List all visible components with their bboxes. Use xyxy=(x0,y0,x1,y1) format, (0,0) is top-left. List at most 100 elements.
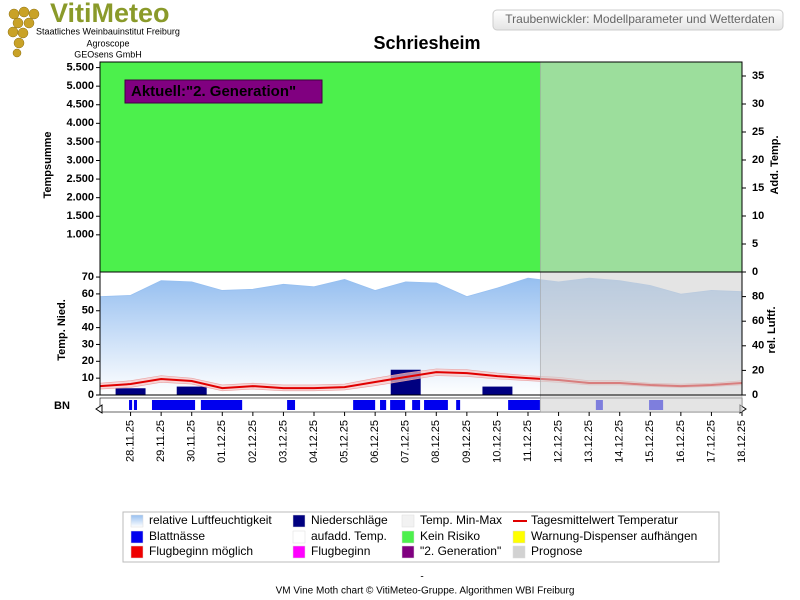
y-tick-label: 30 xyxy=(82,338,94,350)
model-title: Traubenwickler: Modellparameter und Wett… xyxy=(505,12,774,26)
x-tick-label: 11.12.25 xyxy=(522,420,534,462)
leaf-wetness xyxy=(200,400,243,410)
x-tick-label: 16.12.25 xyxy=(675,420,687,463)
leaf-wetness xyxy=(508,400,540,410)
leaf-wetness xyxy=(412,400,421,410)
precip-bar xyxy=(115,388,146,395)
legend-swatch xyxy=(292,514,306,528)
leaf-wetness xyxy=(380,400,387,410)
logo-grapes xyxy=(7,6,40,58)
legend-label: aufadd. Temp. xyxy=(311,529,387,543)
x-tick-label: 02.12.25 xyxy=(247,420,259,463)
org: Agroscope xyxy=(86,38,129,48)
leaf-wetness xyxy=(390,400,406,410)
x-tick-label: 17.12.25 xyxy=(705,420,717,463)
y-tick-label: 5.500 xyxy=(66,61,94,73)
leaf-wetness xyxy=(424,400,448,410)
x-tick-label: 01.12.25 xyxy=(216,420,228,463)
leaf-wetness xyxy=(133,400,137,410)
legend-swatch xyxy=(512,530,526,544)
y-tick-label: 1.000 xyxy=(66,229,94,241)
legend-swatch xyxy=(512,545,526,559)
y-tick-label: 3.000 xyxy=(66,154,94,166)
y2-tick-label: 10 xyxy=(752,210,764,222)
footer: - xyxy=(420,572,423,583)
y2-tick-label: 40 xyxy=(752,340,764,352)
legend-swatch xyxy=(401,514,415,528)
y-tick-label: 20 xyxy=(82,355,94,367)
frame xyxy=(99,271,743,396)
x-tick-label: 04.12.25 xyxy=(308,420,320,463)
x-tick-label: 08.12.25 xyxy=(430,420,442,463)
legend-swatch xyxy=(401,530,415,544)
x-tick-label: 15.12.25 xyxy=(644,420,656,463)
y2-tick-label: 0 xyxy=(752,389,758,401)
y2-tick-label: 30 xyxy=(752,98,764,110)
x-tick-label: 12.12.25 xyxy=(552,420,564,463)
y2-tick-label: 20 xyxy=(752,154,764,166)
x-tick-label: 29.11.25 xyxy=(155,420,167,462)
y-tick-label: 4.000 xyxy=(66,117,94,129)
x-tick-label: 09.12.25 xyxy=(461,420,473,463)
y2-tick-label: 5 xyxy=(752,238,758,250)
y-tick-label: 60 xyxy=(82,288,94,300)
legend-box xyxy=(122,511,720,563)
x-tick-label: 05.12.25 xyxy=(338,420,350,463)
annotation-box xyxy=(124,79,323,104)
y-tick-label: 40 xyxy=(82,322,94,334)
bn-label: BN xyxy=(54,400,70,412)
x-tick-label: 07.12.25 xyxy=(400,420,412,463)
chart-title: Schriesheim xyxy=(373,33,480,53)
x-tick-label: 13.12.25 xyxy=(583,420,595,463)
y-tick-label: 70 xyxy=(82,271,94,283)
y-tick-label: 3.500 xyxy=(66,136,94,148)
y-axis-title: Temp. Nied. xyxy=(56,299,68,361)
legend-label: Niederschläge xyxy=(311,513,388,527)
legend-label: Kein Risiko xyxy=(420,529,480,543)
legend-label: "2. Generation" xyxy=(420,544,501,558)
y-tick-label: 0 xyxy=(88,389,94,401)
legend-label: relative Luftfeuchtigkeit xyxy=(149,513,272,527)
legend-swatch xyxy=(292,530,306,544)
y2-axis-title: Add. Temp. xyxy=(769,135,781,194)
y2-tick-label: 20 xyxy=(752,364,764,376)
x-tick-label: 10.12.25 xyxy=(491,420,503,463)
legend-label: Prognose xyxy=(531,544,583,558)
y-tick-label: 2.500 xyxy=(66,173,94,185)
x-tick-label: 14.12.25 xyxy=(614,420,626,463)
y2-tick-label: 35 xyxy=(752,70,764,82)
legend-label: Temp. Min-Max xyxy=(420,513,502,527)
legend-label: Blattnässe xyxy=(149,529,205,543)
legend-swatch xyxy=(401,545,415,559)
x-tick-label: 30.11.25 xyxy=(186,420,198,462)
leaf-wetness xyxy=(353,400,376,410)
arrow xyxy=(95,404,103,414)
y-tick-label: 10 xyxy=(82,372,94,384)
legend-label: Tagesmittelwert Temperatur xyxy=(531,513,678,527)
leaf-wetness xyxy=(456,400,461,410)
x-tick-label: 28.11.25 xyxy=(124,420,136,462)
leaf-wetness xyxy=(129,400,133,410)
y-tick-label: 5.000 xyxy=(66,80,94,92)
legend-swatch xyxy=(130,530,144,544)
precip-bar xyxy=(176,386,207,395)
legend-label: Flugbeginn möglich xyxy=(149,544,253,558)
legend-swatch xyxy=(130,545,144,559)
y2-axis-title: rel. Luftf. xyxy=(766,306,778,353)
leaf-wetness xyxy=(287,400,296,410)
y-tick-label: 50 xyxy=(82,305,94,317)
y-tick-label: 4.500 xyxy=(66,99,94,111)
footer: VM Vine Moth chart © VitiMeteo-Gruppe. A… xyxy=(276,586,575,597)
legend-swatch xyxy=(292,545,306,559)
y-axis-title: Tempsumme xyxy=(42,131,54,198)
precip-bar xyxy=(482,386,513,395)
x-tick-label: 06.12.25 xyxy=(369,420,381,463)
org: GEOsens GmbH xyxy=(74,49,142,59)
y2-tick-label: 80 xyxy=(752,291,764,303)
x-tick-label: 03.12.25 xyxy=(277,420,289,463)
annotation: Aktuell:"2. Generation" xyxy=(131,83,296,100)
model-box xyxy=(492,9,784,31)
y2-tick-label: 60 xyxy=(752,315,764,327)
